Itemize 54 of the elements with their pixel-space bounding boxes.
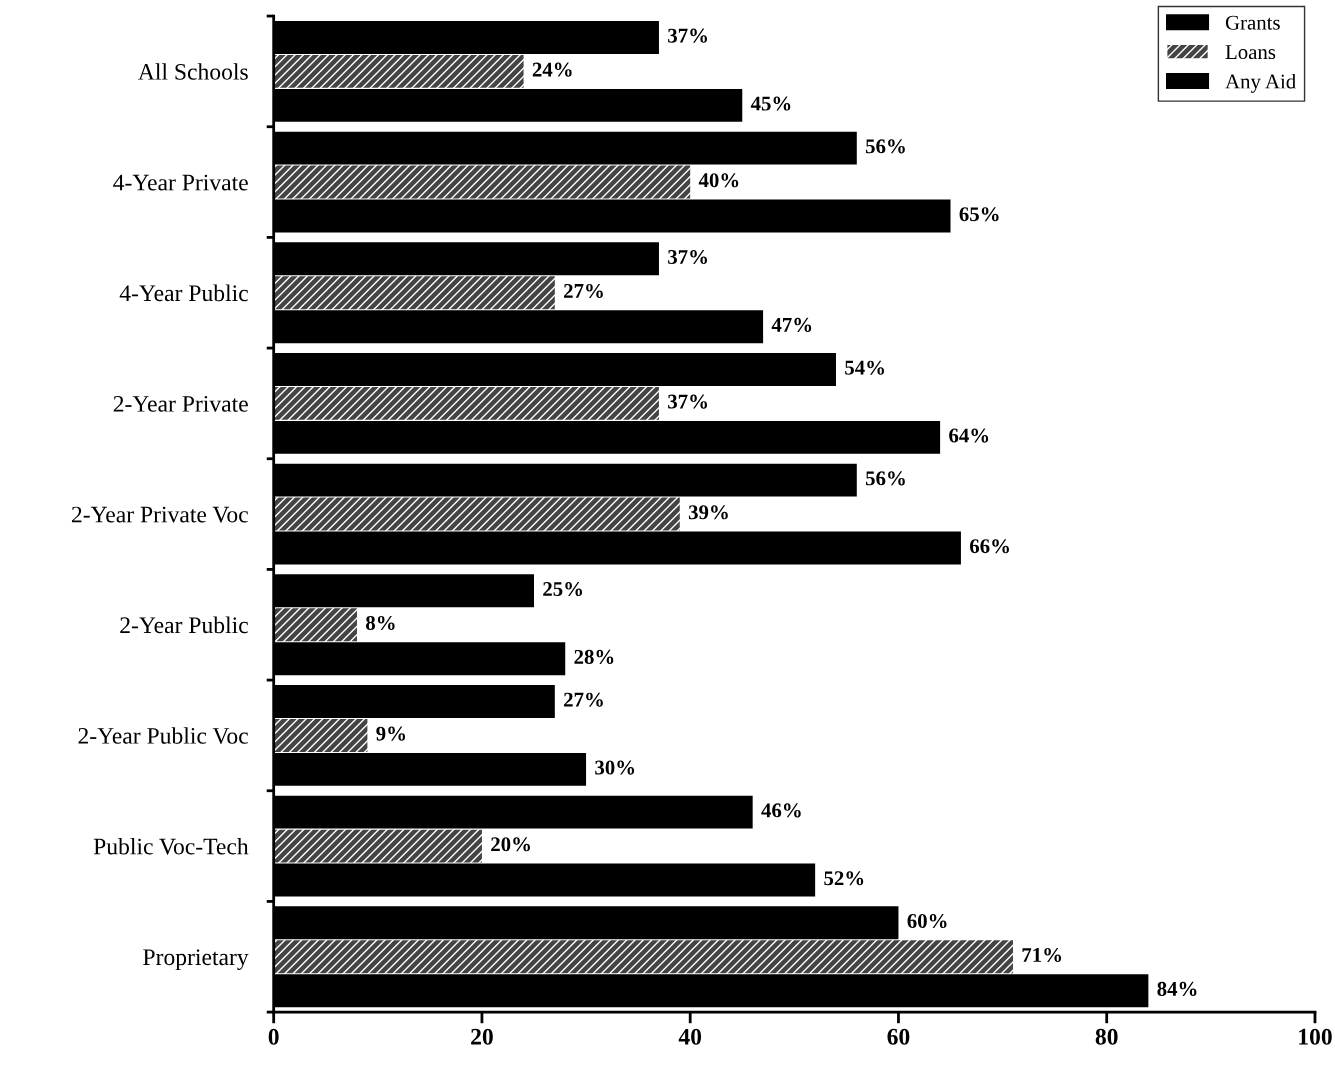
y-tick-label: Public Voc-Tech xyxy=(93,837,249,855)
data-label: 71% xyxy=(1022,947,1062,963)
data-label: 39% xyxy=(688,505,728,520)
y-tick-label: All Schools xyxy=(138,63,248,80)
data-label: 66% xyxy=(969,539,1009,554)
x-tick-label: 80 xyxy=(1095,1028,1118,1045)
bar xyxy=(273,497,680,531)
data-label: 56% xyxy=(865,471,905,486)
y-tick-label: 2-Year Public Voc xyxy=(78,727,248,744)
bar xyxy=(273,276,555,310)
x-tick-label: 20 xyxy=(471,1028,493,1045)
data-label: 47% xyxy=(771,317,812,332)
y-tick-label: 2-Year Private Voc xyxy=(71,506,248,523)
data-label: 64% xyxy=(949,428,989,443)
legend-label: Any Aid xyxy=(1225,73,1296,93)
bar xyxy=(273,165,691,199)
data-label: 54% xyxy=(845,360,885,375)
data-label: 27% xyxy=(564,283,603,299)
y-tick-label: 4-Year Public xyxy=(119,284,248,302)
x-tick-label: 40 xyxy=(678,1028,702,1045)
data-label: 9% xyxy=(376,726,406,741)
data-label: 65% xyxy=(959,207,999,222)
data-label: 37% xyxy=(668,249,707,265)
legend-label: Grants xyxy=(1225,15,1280,30)
data-label: 46% xyxy=(761,803,801,818)
x-tick-label: 0 xyxy=(268,1028,279,1045)
data-label: 27% xyxy=(564,692,603,707)
y-tick-label: 2-Year Private xyxy=(113,395,248,412)
y-tick-label: 4-Year Private xyxy=(113,174,248,191)
x-tick-label: 100 xyxy=(1299,1028,1332,1045)
legend-label: Loans xyxy=(1225,45,1276,60)
data-label: 37% xyxy=(668,394,707,409)
data-label: 20% xyxy=(491,837,530,852)
bar xyxy=(273,54,524,88)
data-label: 52% xyxy=(824,871,864,886)
bar xyxy=(273,608,357,642)
x-tick-label: 60 xyxy=(887,1028,910,1045)
bar xyxy=(273,718,368,752)
bar xyxy=(273,386,659,420)
data-label: 8% xyxy=(366,615,395,631)
y-tick-label: Proprietary xyxy=(143,949,249,971)
data-label: 60% xyxy=(907,913,947,929)
data-label: 40% xyxy=(698,173,739,188)
data-label: 30% xyxy=(595,760,635,775)
data-label: 28% xyxy=(574,649,614,664)
data-label: 56% xyxy=(865,139,905,154)
data-label: 25% xyxy=(543,581,583,597)
data-label: 37% xyxy=(668,28,707,43)
bar xyxy=(273,940,1013,974)
data-label: 45% xyxy=(750,96,791,111)
data-label: 24% xyxy=(532,62,572,77)
y-tick-label: 2-Year Public xyxy=(120,616,248,634)
data-label: 84% xyxy=(1157,981,1197,996)
bar xyxy=(273,829,482,863)
